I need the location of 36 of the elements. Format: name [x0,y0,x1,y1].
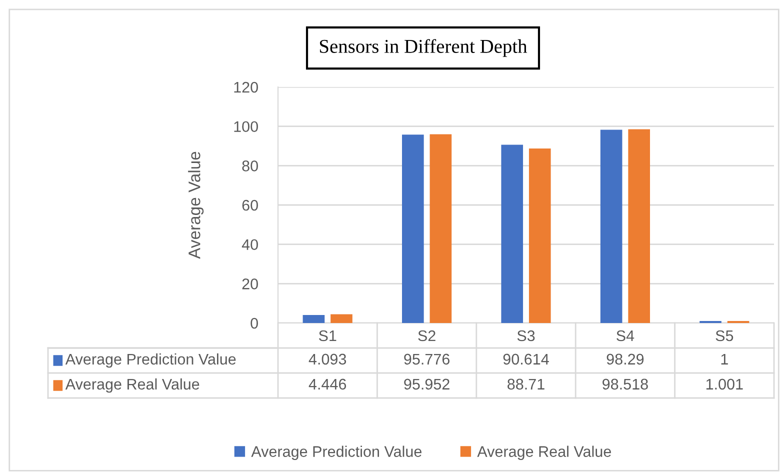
chart-title: Sensors in Different Depth [320,39,528,57]
data-label: 88.71 [508,378,544,390]
bar [528,148,551,323]
x-tick-label: S4 [616,330,634,342]
data-label: 95.776 [404,354,450,365]
text: Average Prediction Value [251,446,422,460]
y-tick-label: 20 [242,278,258,290]
y-tick-label: 60 [242,200,258,211]
bar [430,134,452,323]
bar [501,144,524,323]
data-label: 98.29 [606,354,644,365]
y-tick-label: 40 [242,239,258,250]
bar [600,130,622,323]
bar [402,134,424,323]
x-tick-label: S1 [318,330,336,342]
x-tick-label: S5 [716,330,734,342]
y-tick-label: 80 [242,160,258,172]
y-tick-label: 120 [234,82,258,93]
x-tick-label: S3 [517,330,535,342]
data-label: 1 [721,354,728,364]
bar [628,129,650,323]
data-label: 4.093 [308,354,346,365]
y-tick-label: 0 [250,318,258,329]
legend-label: Average Prediction Value [65,353,236,368]
x-tick-label: S2 [418,330,436,342]
y-tick-label: 100 [234,121,258,132]
text: Average Real Value [65,378,200,393]
data-label: 4.446 [308,378,346,390]
data-label: 95.952 [404,378,450,390]
data-label: 1.001 [706,378,743,390]
bar [302,314,325,323]
y-axis-title: Average Value [188,152,204,259]
bar [330,314,352,323]
data-label: 98.518 [602,378,648,390]
legend-label: Average Real Value [477,446,611,460]
data-label: 90.614 [503,354,549,365]
